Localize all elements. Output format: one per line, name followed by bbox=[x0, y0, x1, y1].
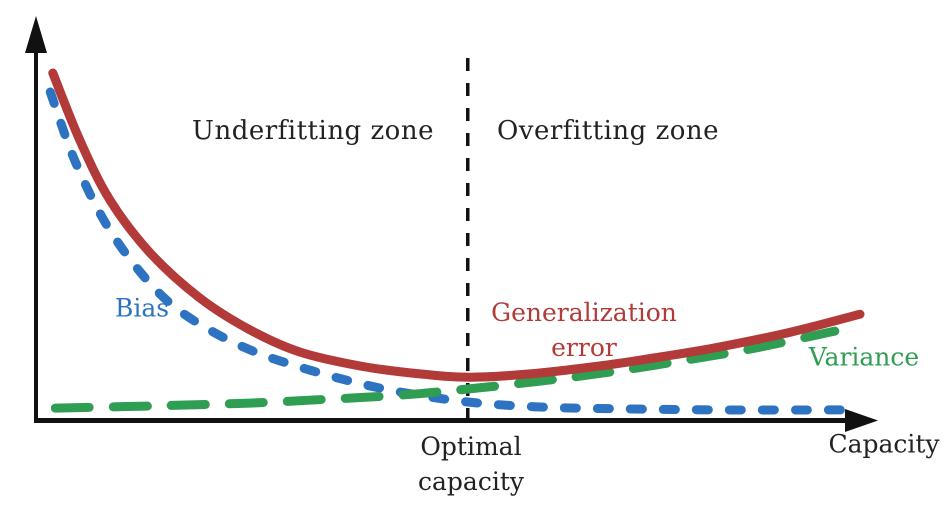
curve-variance bbox=[50, 326, 840, 413]
generalization-error-curve-label: Generalization error bbox=[491, 298, 677, 362]
curve-generalization-error bbox=[48, 68, 865, 382]
y-axis-arrowhead bbox=[25, 16, 47, 53]
capacity-axis-label: Capacity bbox=[828, 429, 940, 459]
overfitting-zone-label: Overfitting zone bbox=[496, 116, 720, 146]
variance-curve-label: Variance bbox=[808, 342, 920, 372]
axes bbox=[25, 16, 878, 432]
bias-curve-label: Bias bbox=[114, 293, 170, 323]
underfitting-zone-label: Underfitting zone bbox=[192, 116, 434, 146]
curve-bias bbox=[45, 87, 850, 415]
optimal-capacity-label: Optimal capacity bbox=[418, 432, 524, 496]
x-axis-arrowhead bbox=[845, 409, 878, 432]
